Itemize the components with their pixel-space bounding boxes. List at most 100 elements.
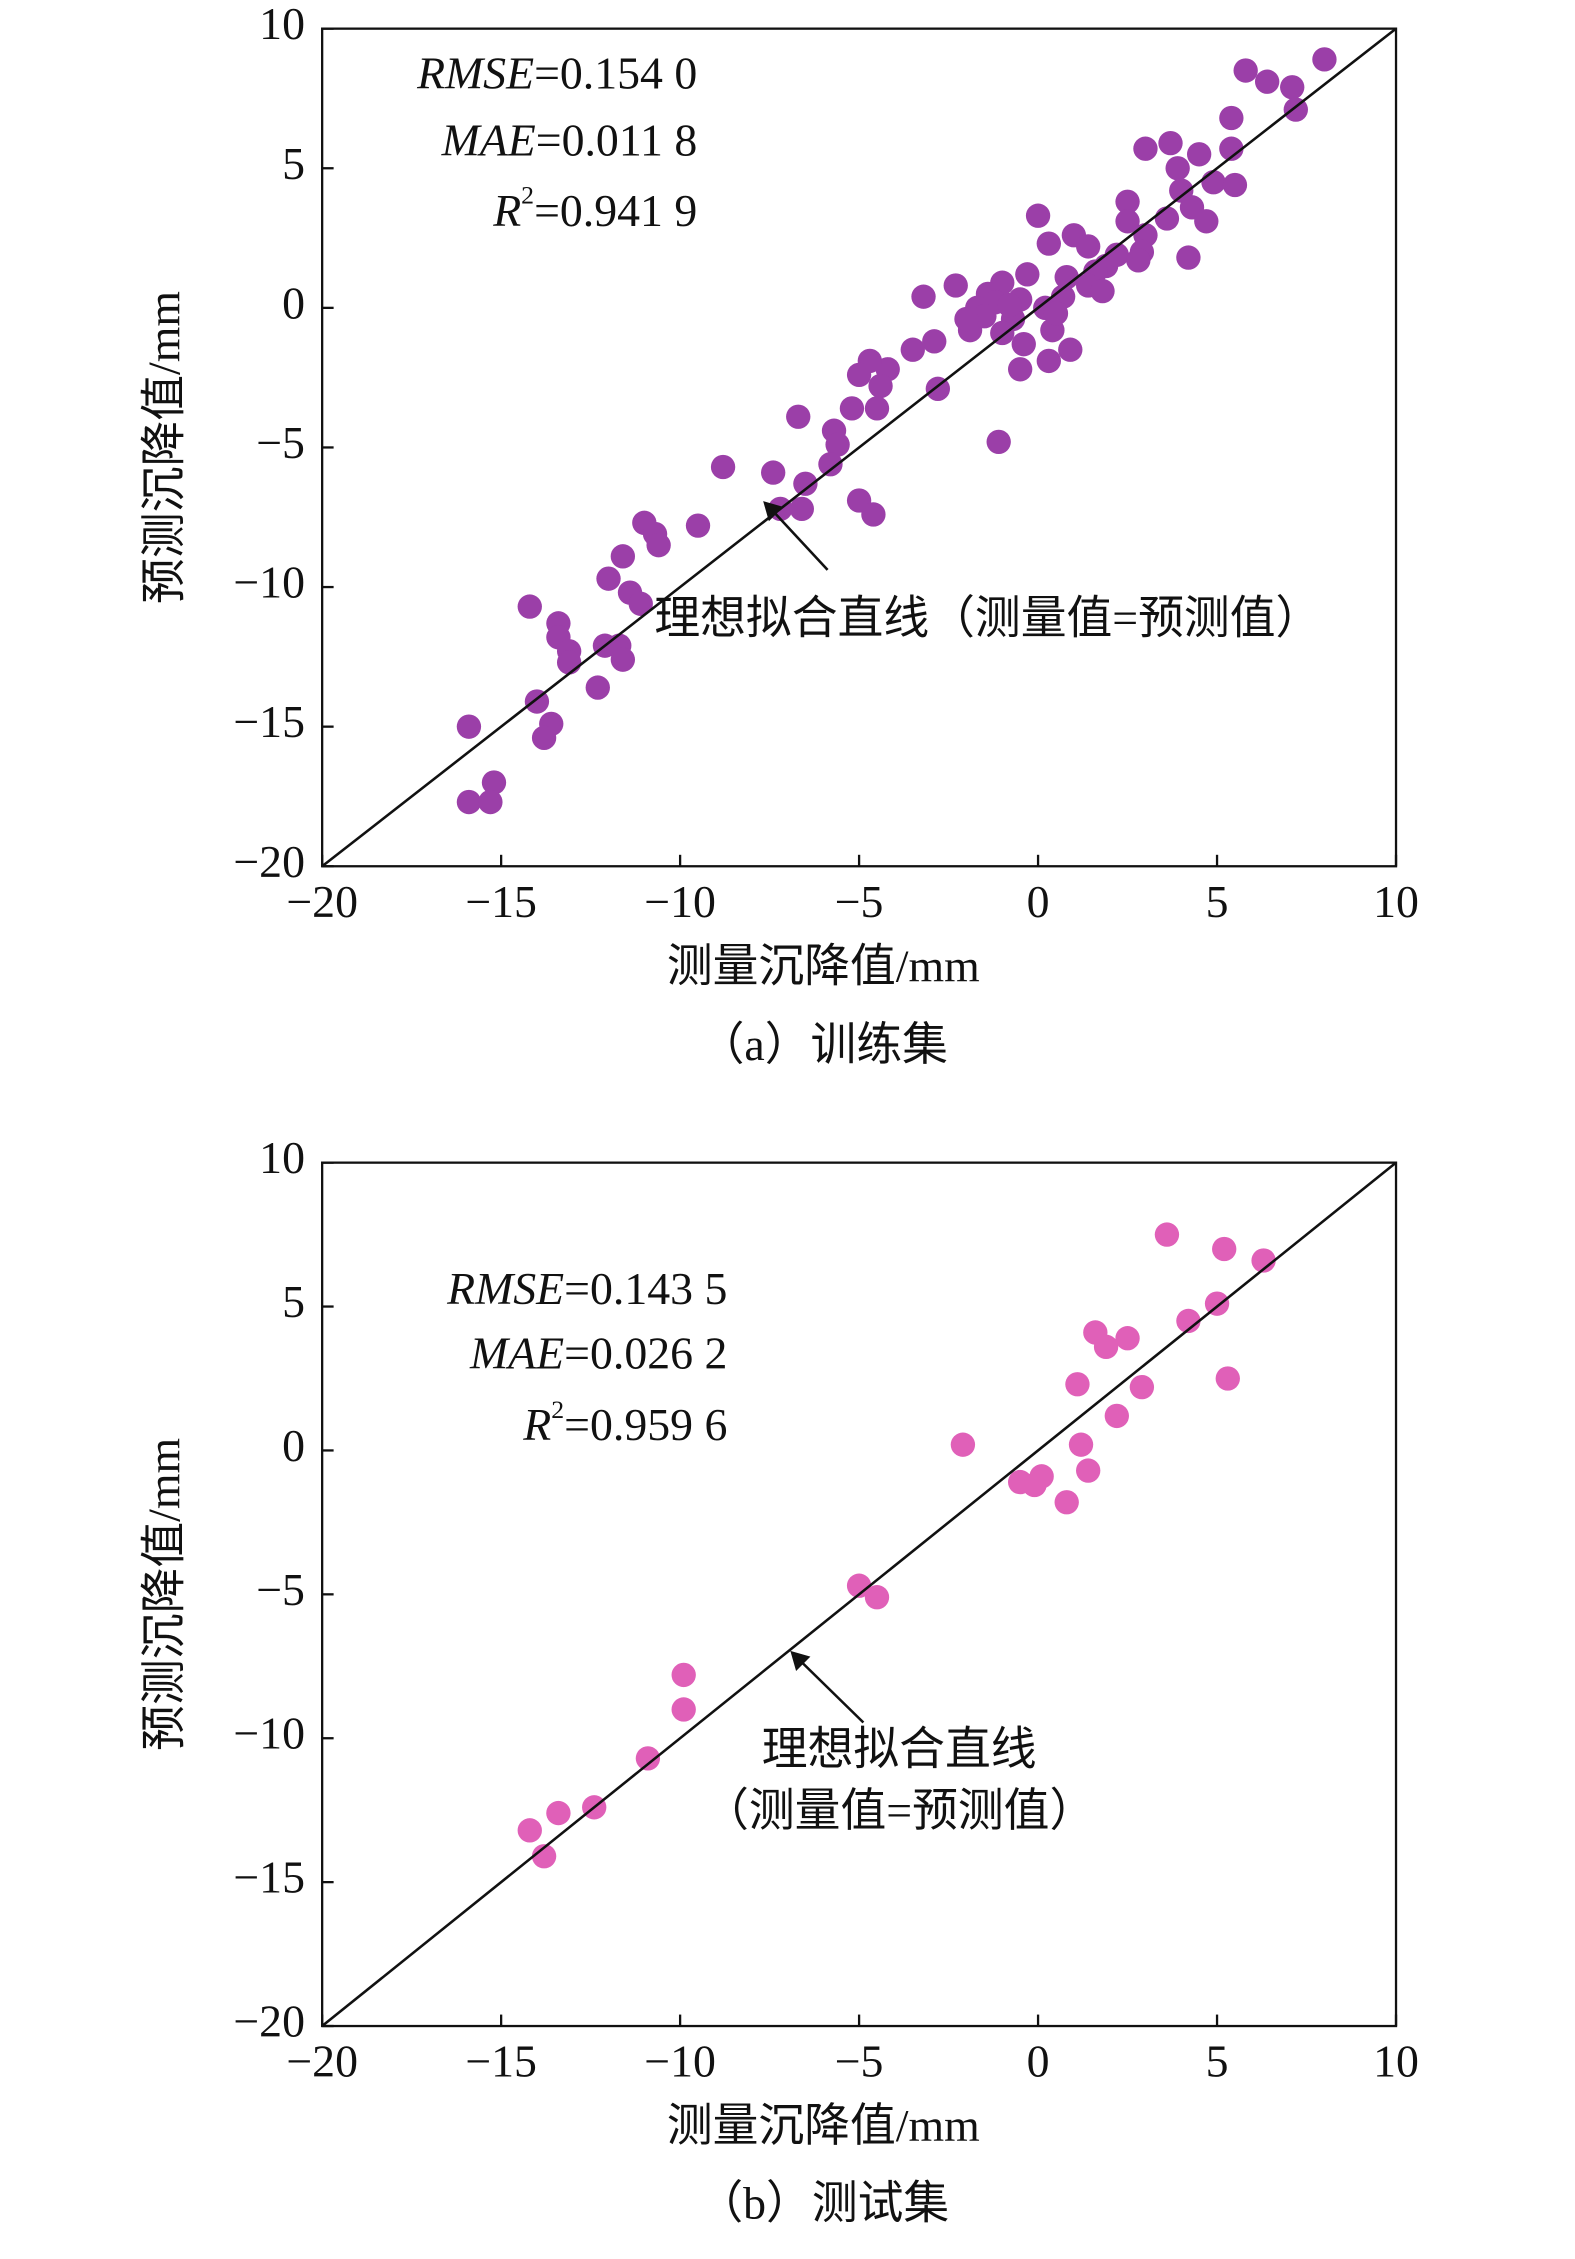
point — [1212, 1236, 1237, 1262]
point — [531, 725, 557, 750]
point — [685, 513, 711, 538]
reference-line — [321, 27, 1397, 868]
point — [1154, 1222, 1180, 1247]
y-tick-label: −15 — [233, 696, 305, 747]
x-tick-label: −5 — [835, 876, 884, 927]
y-tick-label: −10 — [233, 1708, 305, 1759]
point — [1133, 136, 1158, 161]
point — [585, 675, 610, 700]
x-tick-label: −10 — [644, 2036, 716, 2087]
metric-value: =0.154 0 — [534, 47, 697, 98]
point — [1154, 206, 1180, 231]
point — [1219, 105, 1244, 131]
annotation: 理想拟合直线 — [762, 1724, 1037, 1775]
metric-sup: 2 — [521, 181, 534, 210]
point — [972, 304, 997, 329]
point — [1025, 203, 1051, 228]
point — [1280, 75, 1305, 100]
point — [1076, 1458, 1101, 1483]
point — [1036, 231, 1061, 256]
point — [1165, 156, 1190, 181]
x-tick-label: 5 — [1206, 876, 1229, 927]
x-tick-label: 10 — [1373, 876, 1419, 927]
point — [517, 594, 542, 619]
point — [911, 284, 936, 309]
point — [556, 650, 582, 675]
x-tick-label: 10 — [1373, 2036, 1419, 2087]
x-tick-label: −15 — [465, 876, 537, 927]
point — [1129, 1374, 1155, 1400]
metric-name: RMSE — [446, 1262, 564, 1313]
point — [1022, 1472, 1047, 1498]
point — [1043, 301, 1069, 326]
y-tick-label: −5 — [256, 1564, 305, 1615]
point — [1115, 209, 1140, 234]
caption: （a）训练集 — [699, 1019, 948, 1070]
point — [954, 306, 979, 332]
x-tick-label: −10 — [644, 876, 716, 927]
arrow-head — [790, 1650, 811, 1671]
y-tick-label: −10 — [233, 557, 305, 608]
point — [1093, 1334, 1119, 1360]
point — [1176, 1308, 1201, 1334]
point — [1312, 47, 1337, 72]
y-tick-label: −5 — [256, 417, 305, 468]
point — [671, 1697, 696, 1722]
point — [986, 429, 1011, 455]
metric: MAE=0.026 2 — [469, 1327, 727, 1378]
point — [628, 591, 653, 616]
y-axis-label: 预测沉降值/mm — [138, 291, 189, 604]
metric-value: =0.959 6 — [564, 1398, 727, 1449]
point — [1115, 189, 1140, 214]
x-tick-label: −5 — [835, 2036, 884, 2087]
point — [610, 544, 636, 569]
metric: RMSE=0.154 0 — [416, 47, 697, 98]
point — [1065, 1372, 1090, 1397]
metric: R2=0.941 9 — [492, 181, 697, 236]
point — [1104, 242, 1129, 267]
point — [818, 452, 843, 477]
reference-line — [321, 1161, 1397, 2028]
y-tick-label: 10 — [259, 1132, 305, 1183]
metric: MAE=0.011 8 — [441, 114, 698, 165]
y-tick-label: 0 — [282, 277, 305, 328]
point — [1186, 142, 1212, 167]
point — [950, 1432, 976, 1457]
point — [864, 1585, 890, 1610]
point — [456, 789, 482, 815]
metric-name: R — [522, 1398, 551, 1449]
y-axis-label: 预测沉降值/mm — [138, 1438, 189, 1751]
point — [635, 1746, 661, 1771]
point — [900, 337, 925, 362]
metric-sup: 2 — [551, 1395, 564, 1424]
annotation: （测量值=预测值） — [703, 1785, 1095, 1836]
x-tick-label: −20 — [286, 876, 358, 927]
point — [1011, 331, 1036, 357]
metric-value: =0.143 5 — [564, 1262, 727, 1313]
point — [531, 1844, 557, 1869]
point — [1233, 58, 1258, 83]
metric-value: =0.026 2 — [564, 1327, 727, 1378]
x-tick-label: 5 — [1206, 2036, 1229, 2087]
point — [943, 273, 968, 298]
y-tick-label: 10 — [259, 0, 305, 49]
point — [646, 533, 671, 558]
metric-value: =0.941 9 — [534, 184, 697, 235]
x-tick-label: −20 — [286, 2036, 358, 2087]
point — [861, 502, 886, 527]
point — [846, 1573, 872, 1598]
y-tick-label: 0 — [282, 1420, 305, 1471]
metric-name: RMSE — [416, 47, 534, 98]
x-axis-label: 测量沉降值/mm — [667, 940, 980, 991]
metric-name: MAE — [469, 1327, 564, 1378]
point — [1176, 245, 1201, 270]
point — [1090, 278, 1115, 304]
point — [997, 292, 1022, 318]
point — [1054, 264, 1079, 290]
point — [1076, 234, 1101, 259]
annotation: 理想拟合直线（测量值=预测值） — [654, 592, 1321, 643]
point — [786, 404, 811, 429]
point — [1008, 357, 1033, 382]
